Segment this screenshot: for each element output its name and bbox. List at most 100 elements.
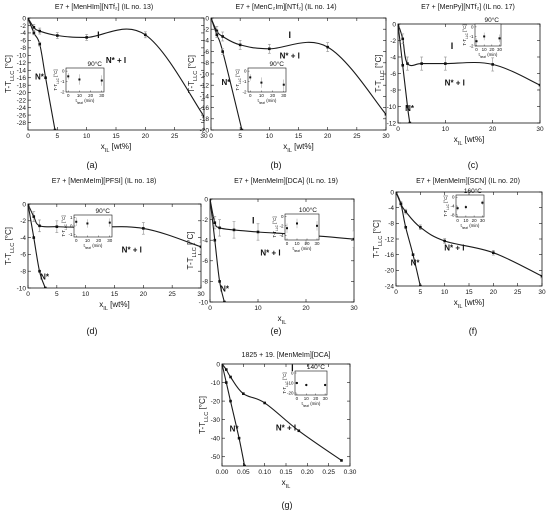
x-tick-label: 20 bbox=[302, 305, 310, 312]
data-point-upper bbox=[55, 225, 59, 228]
y-tick-label: -14 bbox=[200, 94, 210, 101]
inset-y-tick-label: 0 bbox=[244, 69, 247, 74]
inset-temperature: 90°C bbox=[484, 16, 499, 24]
panel-title: E7 + [MenPy][NTf₂] (IL no. 17) bbox=[421, 4, 515, 11]
data-point-upper bbox=[238, 43, 242, 47]
y-tick-label: -2 bbox=[390, 38, 396, 45]
data-point-upper bbox=[199, 245, 201, 249]
data-point-lower bbox=[215, 33, 219, 37]
x-tick-label: 0.00 bbox=[216, 469, 229, 476]
series-group bbox=[222, 364, 343, 466]
inset-data-point bbox=[86, 222, 89, 225]
inset-data-point bbox=[249, 76, 252, 79]
y-tick-label: -18 bbox=[200, 116, 210, 123]
inset-data-point bbox=[296, 222, 298, 225]
data-point-lower bbox=[398, 24, 400, 26]
y-tick-label: 0 bbox=[392, 21, 396, 28]
inset-y-label: T-TLLC [°C] bbox=[235, 69, 242, 90]
inset-y-tick-label: 0 bbox=[62, 69, 65, 74]
data-point-lower bbox=[44, 76, 47, 80]
x-tick-label: 25 bbox=[171, 133, 179, 140]
data-point-upper bbox=[215, 29, 219, 33]
y-tick-label: 0 bbox=[390, 189, 394, 196]
inset-y-tick-label: 0 bbox=[291, 371, 294, 376]
inset-y-tick-label: 0 bbox=[471, 24, 474, 29]
inset-temperature: 100°C bbox=[299, 206, 317, 214]
inset-x-tick-label: 30 bbox=[107, 238, 113, 243]
region-label-two-phase: N* + I bbox=[276, 423, 296, 432]
data-point-upper bbox=[401, 37, 405, 41]
y-tick-label: -28 bbox=[17, 120, 27, 127]
series-group bbox=[396, 192, 542, 286]
x-tick-label: 10 bbox=[254, 305, 262, 312]
region-label-nematic: N* bbox=[230, 424, 240, 433]
y-tick-label: -12 bbox=[385, 236, 395, 243]
y-tick-label: -10 bbox=[387, 104, 397, 111]
data-point-upper bbox=[256, 230, 260, 234]
inset-x-label: theat (min) bbox=[258, 98, 277, 105]
data-point-upper bbox=[420, 62, 423, 65]
data-point-lower bbox=[419, 284, 422, 286]
x-tick-label: 20 bbox=[142, 133, 150, 140]
data-point-upper bbox=[404, 210, 408, 213]
y-tick-label: 0 bbox=[22, 201, 26, 208]
inset-x-tick-label: 10 bbox=[77, 93, 83, 98]
series-line-lower bbox=[398, 24, 411, 123]
inset-x-tick-label: 0 bbox=[456, 218, 459, 223]
data-point-upper bbox=[263, 401, 266, 405]
x-axis-label: xIL bbox=[278, 314, 287, 326]
data-point-lower bbox=[28, 18, 30, 20]
y-tick-label: -4 bbox=[390, 54, 396, 61]
inset-x-tick-label: 30 bbox=[480, 218, 486, 223]
x-axis-label: xIL [wt%] bbox=[101, 142, 131, 154]
data-point-lower bbox=[408, 121, 412, 123]
x-tick-label: 5 bbox=[419, 289, 423, 296]
series-line-lower bbox=[222, 364, 246, 466]
inset-y-tick-label: -4 bbox=[450, 204, 454, 209]
panel-g: 1825 + 19. [MenMeIm][DCA] 0.00 0.05 0.10 0.1… bbox=[198, 352, 357, 510]
inset-y-tick-label: 0 bbox=[452, 195, 455, 200]
inset-y-tick-label: -2 bbox=[242, 90, 246, 95]
y-tick-label: -8 bbox=[388, 221, 394, 228]
inset-data-point bbox=[260, 81, 263, 84]
y-tick-label: -24 bbox=[385, 283, 395, 290]
x-axis-label: xIL [wt%] bbox=[99, 300, 129, 312]
x-tick-label: 30 bbox=[200, 133, 208, 140]
inset-y-tick-label: -2 bbox=[469, 44, 473, 49]
y-tick-label: -16 bbox=[385, 252, 395, 259]
inset-x-label: theat (min) bbox=[293, 246, 312, 253]
y-tick-label: -8 bbox=[203, 60, 209, 67]
panel-b: E7 + [MenC₂Im][NTf₂] (IL no. 14) 0 5 10 15 20… bbox=[187, 4, 390, 170]
data-point-lower bbox=[213, 238, 217, 242]
panel-title: E7 + [MenMeIm][DCA] (IL no. 19) bbox=[234, 178, 338, 185]
inset-x-tick-label: 0 bbox=[475, 47, 478, 52]
data-point-lower bbox=[399, 202, 403, 206]
data-point-upper bbox=[419, 225, 422, 229]
inset-frame bbox=[65, 67, 105, 93]
x-tick-label: 0.25 bbox=[322, 469, 335, 476]
data-point-upper bbox=[213, 221, 217, 224]
y-tick-label: -12 bbox=[387, 120, 397, 127]
series-group bbox=[28, 18, 204, 130]
panel-e: E7 + [MenMeIm][DCA] (IL no. 19)0 10 20 300-… bbox=[186, 178, 358, 336]
inset-x-tick-label: 10 bbox=[259, 93, 265, 98]
data-point-lower bbox=[223, 300, 226, 302]
inset-data-point bbox=[108, 221, 111, 224]
panel-letter: (a) bbox=[87, 160, 98, 170]
data-point-lower bbox=[28, 204, 30, 206]
y-tick-label: -4 bbox=[203, 38, 209, 45]
y-tick-label: -20 bbox=[385, 268, 395, 275]
y-tick-label: -6 bbox=[202, 258, 208, 265]
y-axis-label: T-TLLC [°C] bbox=[4, 55, 16, 93]
x-axis-label: xIL [wt%] bbox=[283, 142, 313, 154]
y-tick-label: -8 bbox=[20, 269, 26, 276]
y-tick-label: -10 bbox=[200, 71, 210, 78]
y-tick-label: -8 bbox=[202, 279, 208, 286]
x-tick-label: 5 bbox=[56, 133, 60, 140]
y-axis-label: T-TLLC [°C] bbox=[372, 220, 384, 258]
inset-temperature: 90°C bbox=[269, 60, 284, 68]
panel-letter: (f) bbox=[469, 326, 478, 336]
x-tick-label: 0.10 bbox=[258, 469, 271, 476]
